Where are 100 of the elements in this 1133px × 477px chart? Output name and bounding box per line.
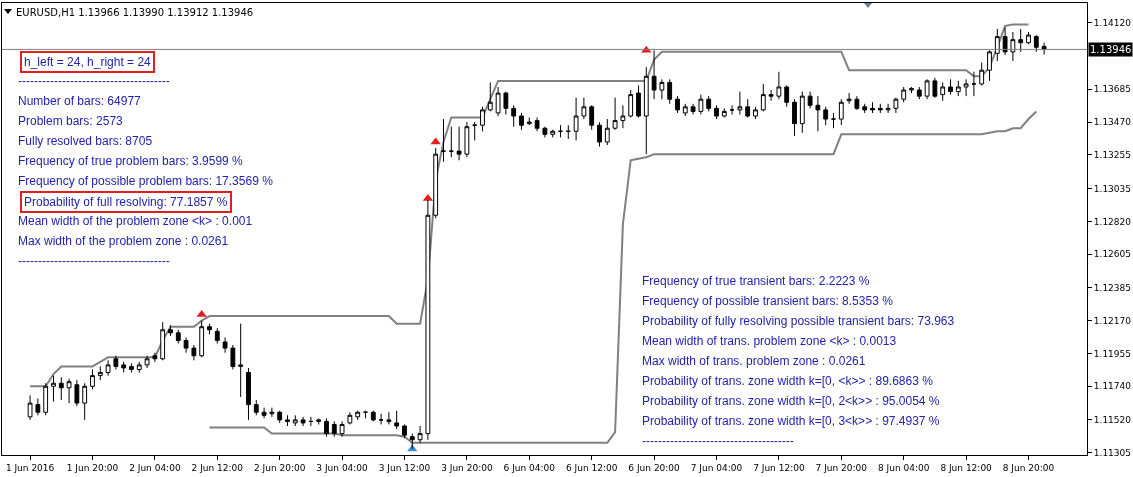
candlestick xyxy=(292,414,298,427)
candlestick xyxy=(285,414,290,427)
candlestick xyxy=(659,78,665,100)
candlestick xyxy=(612,97,618,131)
y-tick-label: 1.13255 xyxy=(1093,150,1132,161)
candlestick xyxy=(495,86,501,117)
candlestick xyxy=(214,327,220,345)
candlestick xyxy=(355,410,361,421)
candlestick xyxy=(300,416,306,427)
candlestick xyxy=(589,104,595,131)
candlestick xyxy=(690,103,696,115)
candlestick xyxy=(542,126,548,138)
candlestick xyxy=(682,103,688,117)
y-tick-label: 1.11740 xyxy=(1093,381,1132,392)
candlestick xyxy=(183,336,189,354)
candlestick xyxy=(909,86,914,94)
candlestick xyxy=(339,420,345,438)
candlestick xyxy=(433,147,439,219)
candlestick xyxy=(58,376,64,401)
candlestick xyxy=(838,98,844,126)
annotation: Max width of trans. problem zone : 0.0261 xyxy=(642,354,866,368)
x-tick-label: 3 Jun 04:00 xyxy=(316,462,369,473)
candlestick xyxy=(74,379,80,407)
y-tick-label: 1.11305 xyxy=(1093,447,1132,458)
candlestick xyxy=(402,423,407,439)
candlestick xyxy=(901,86,907,103)
candlestick xyxy=(1033,34,1039,53)
x-tick-label: 7 Jun 04:00 xyxy=(690,462,743,473)
y-tick-label: 1.12605 xyxy=(1093,249,1132,260)
y-tick-label: 1.12820 xyxy=(1093,216,1132,227)
x-tick-label: 3 Jun 12:00 xyxy=(378,462,431,473)
candlestick xyxy=(207,323,212,335)
x-tick-label: 7 Jun 12:00 xyxy=(753,462,805,473)
annotation: -------------------------------------- xyxy=(18,254,170,268)
annotation: Mean width of the problem zone <k> : 0.001 xyxy=(18,214,253,228)
candlestick xyxy=(737,91,743,115)
x-tick-label: 8 Jun 04:00 xyxy=(877,462,930,473)
candlestick xyxy=(534,117,540,132)
candlestick xyxy=(43,382,49,416)
candlestick xyxy=(643,66,649,155)
candlestick xyxy=(1026,31,1031,45)
candlestick xyxy=(144,355,150,369)
candlestick xyxy=(862,103,868,114)
candlestick xyxy=(269,407,275,418)
candlestick xyxy=(877,103,883,114)
candlestick xyxy=(854,95,860,111)
candlestick xyxy=(503,91,509,115)
candlestick xyxy=(963,78,969,97)
candlestick xyxy=(253,399,259,416)
y-tick-label: 1.11955 xyxy=(1093,348,1132,359)
annotation: -------------------------------------- xyxy=(18,74,170,88)
x-tick-label: 6 Jun 04:00 xyxy=(503,462,556,473)
candlestick xyxy=(316,417,322,425)
candlestick xyxy=(955,80,961,97)
candlestick xyxy=(768,89,774,102)
candlestick xyxy=(924,78,930,100)
candlestick xyxy=(27,394,33,421)
candlestick xyxy=(597,121,602,148)
candlestick xyxy=(230,344,236,370)
x-tick-label: 6 Jun 12:00 xyxy=(565,462,618,473)
candlestick xyxy=(636,84,641,119)
candlestick xyxy=(472,121,478,141)
candlestick xyxy=(948,78,953,96)
x-tick-label: 1 Jun 2016 xyxy=(5,462,55,473)
candlestick xyxy=(363,410,368,419)
candlestick xyxy=(846,92,852,105)
annotation: Fully resolved bars: 8705 xyxy=(18,134,153,148)
y-tick-label: 1.13470 xyxy=(1093,117,1132,128)
candlestick xyxy=(246,367,251,421)
candlestick xyxy=(823,106,829,126)
candlestick xyxy=(1010,31,1016,62)
candlestick xyxy=(35,398,41,416)
candlestick xyxy=(573,97,579,141)
candlestick xyxy=(893,97,899,114)
x-tick-label: 8 Jun 12:00 xyxy=(940,462,993,473)
candlestick xyxy=(480,106,485,132)
annotation: Probability of trans. zone width k=[0, 3<k>> : 97.4937 % xyxy=(642,414,940,428)
annotation: -------------------------------------- xyxy=(642,434,794,448)
x-tick-label: 2 Jun 12:00 xyxy=(191,462,244,473)
annotation: h_left = 24, h_right = 24 xyxy=(24,55,152,69)
x-tick-label: 2 Jun 20:00 xyxy=(253,462,306,473)
candlestick xyxy=(519,112,524,131)
annotation: Probability of trans. zone width k=[0, 2<k>> : 95.0054 % xyxy=(642,394,940,408)
x-tick-label: 1 Jun 20:00 xyxy=(66,462,119,473)
y-tick-label: 1.13685 xyxy=(1093,84,1132,95)
candlestick xyxy=(604,118,610,146)
candlestick xyxy=(729,104,735,115)
annotation: Number of bars: 64977 xyxy=(18,94,142,108)
candlestick xyxy=(698,94,704,115)
candlestick xyxy=(370,410,376,422)
candlestick xyxy=(870,101,875,114)
x-tick-label: 2 Jun 04:00 xyxy=(129,462,181,473)
annotation: Frequency of true transient bars: 2.2223 % xyxy=(642,274,870,288)
candlestick xyxy=(565,124,571,140)
candlestick xyxy=(448,126,454,158)
candlestick xyxy=(425,199,431,441)
chart-title: EURUSD,H1 1.13966 1.13990 1.13912 1.13946 xyxy=(16,6,254,18)
candlestick xyxy=(620,104,626,129)
candlestick xyxy=(487,81,493,112)
candlestick xyxy=(776,71,782,100)
